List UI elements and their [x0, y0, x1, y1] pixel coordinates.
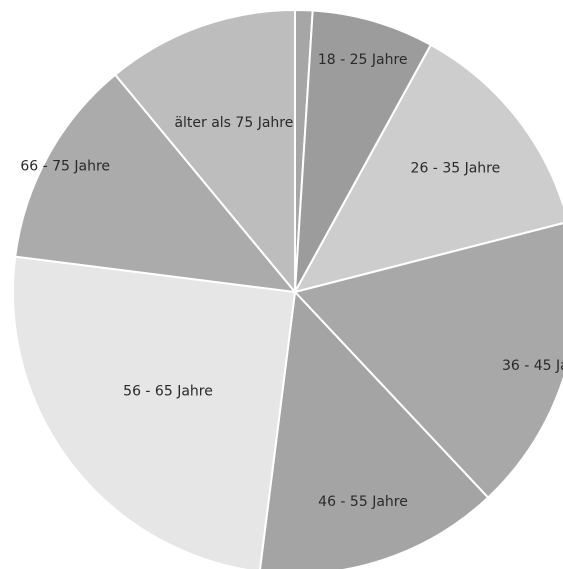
slice-label-aelter-als-75-jahre: älter als 75 Jahre	[174, 115, 293, 131]
pie-slice-26-35-jahre	[293, 43, 563, 294]
pie-slice-18-25-jahre	[294, 9, 433, 293]
pie-slice-36-45-jahre	[293, 222, 563, 499]
pie-slices	[12, 8, 563, 569]
slice-label-36-45-jahre: 36 - 45 Jahre	[502, 358, 563, 374]
pie-slice-66-75-jahre	[14, 73, 298, 294]
pie-slice-46-55-jahre	[259, 289, 490, 569]
slice-label-26-35-jahre: 26 - 35 Jahre	[411, 161, 501, 177]
pie-slice-aelter-als-75-jahre	[113, 8, 296, 295]
slice-label-18-25-jahre: 18 - 25 Jahre	[318, 52, 408, 68]
slice-label-46-55-jahre: 46 - 55 Jahre	[318, 494, 408, 510]
pie-labels: 18 - 25 Jahre 26 - 35 Jahre 36 - 45 Jahre 4…	[20, 52, 563, 510]
slice-label-56-65-jahre: 56 - 65 Jahre	[123, 384, 213, 400]
slice-label-66-75-jahre: 66 - 75 Jahre	[20, 159, 110, 175]
pie-slice-56-65-jahre	[12, 255, 297, 569]
